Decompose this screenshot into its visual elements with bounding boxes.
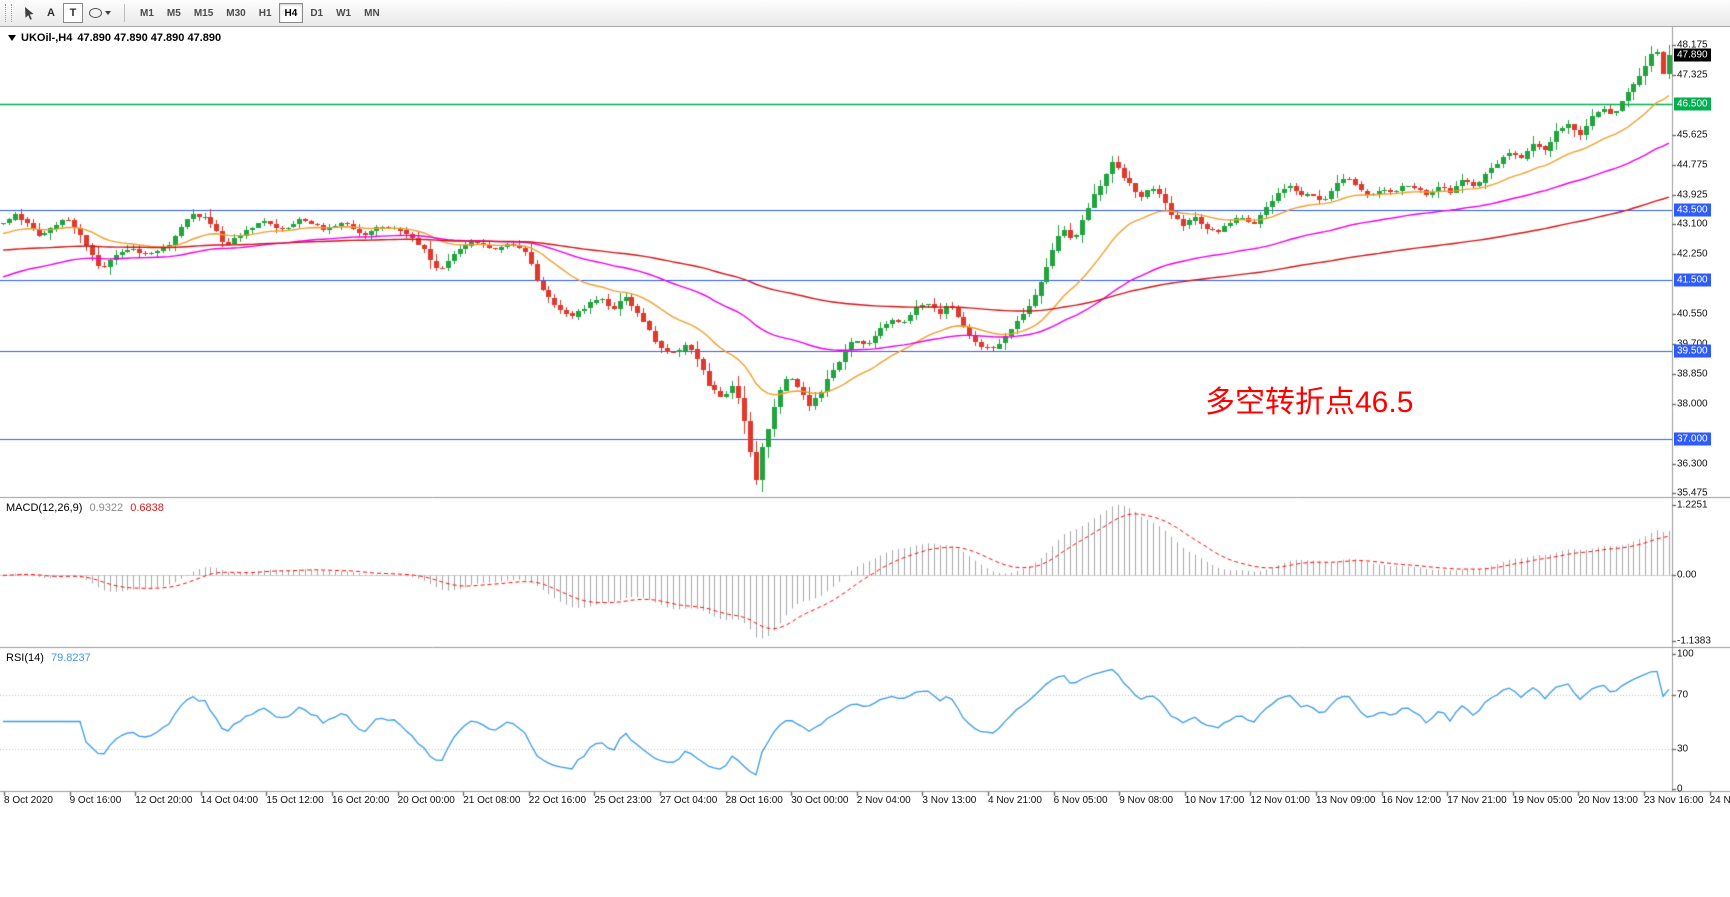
price-axis-tick: 45.625 <box>1677 129 1708 141</box>
text-tool-letter: T <box>69 7 77 19</box>
time-axis-label: 13 Nov 09:00 <box>1316 795 1376 806</box>
price-axis-tick: 35.475 <box>1677 487 1708 499</box>
timeframe-mn-button[interactable]: MN <box>364 7 380 19</box>
price-level-badge: 41.500 <box>1674 273 1711 287</box>
price-axis-tick: 38.000 <box>1677 398 1708 410</box>
price-level-badge: 43.500 <box>1674 203 1711 217</box>
time-axis-label: 8 Oct 2020 <box>4 795 53 806</box>
time-axis-label: 25 Oct 23:00 <box>594 795 652 806</box>
price-axis-tick: 38.850 <box>1677 368 1708 380</box>
price-level-badge: 37.000 <box>1674 432 1711 446</box>
chart-ohlc-values: 47.890 47.890 47.890 47.890 <box>77 32 222 44</box>
time-axis-label: 28 Oct 16:00 <box>725 795 783 806</box>
time-axis-label: 6 Nov 05:00 <box>1053 795 1108 806</box>
price-axis-tick: 43.100 <box>1677 218 1708 230</box>
time-axis-label: 2 Nov 04:00 <box>856 795 911 806</box>
time-axis-label: 24 Nov 22:15 <box>1709 795 1730 806</box>
rsi-axis-tick: 0 <box>1677 783 1683 795</box>
chart-title: UKOil-,H4 47.890 47.890 47.890 47.890 <box>8 32 221 44</box>
timeframe-m15-button[interactable]: M15 <box>193 7 214 19</box>
text-tool-button[interactable]: T <box>63 3 83 23</box>
price-axis-tick: 47.325 <box>1677 69 1708 81</box>
time-axis-label: 15 Oct 12:00 <box>266 795 324 806</box>
time-axis-label: 23 Nov 16:00 <box>1644 795 1704 806</box>
timeframe-d1-button[interactable]: D1 <box>310 7 324 19</box>
toolbar-separator <box>124 4 125 22</box>
time-axis-label: 19 Nov 05:00 <box>1512 795 1573 806</box>
shapes-tool-button[interactable] <box>85 3 115 23</box>
timeframe-h1-button[interactable]: H1 <box>258 7 272 19</box>
time-axis-label: 3 Nov 13:00 <box>922 795 977 806</box>
timeframe-m30-button[interactable]: M30 <box>226 7 246 19</box>
price-axis-tick: 40.550 <box>1677 308 1708 320</box>
price-level-badge: 46.500 <box>1674 97 1711 111</box>
macd-label: MACD(12,26,9) <box>6 502 83 514</box>
dropdown-caret-icon <box>105 11 111 15</box>
label-tool-button[interactable]: A <box>41 3 61 23</box>
time-axis-label: 14 Oct 04:00 <box>200 795 259 806</box>
timeframe-m1-button[interactable]: M1 <box>140 7 154 19</box>
label-tool-letter: A <box>47 7 55 19</box>
rsi-label: RSI(14) <box>6 652 44 664</box>
time-axis-label: 16 Oct 20:00 <box>332 795 390 806</box>
time-axis-label: 4 Nov 21:00 <box>988 795 1042 806</box>
chart-symbol-period: UKOil-,H4 <box>21 32 73 44</box>
macd-axis-tick: 0.00 <box>1677 569 1697 581</box>
time-axis-label: 20 Nov 13:00 <box>1578 795 1638 806</box>
chart-canvas[interactable] <box>0 27 1730 896</box>
time-axis-label: 17 Nov 21:00 <box>1447 795 1507 806</box>
rsi-axis-tick: 100 <box>1677 648 1694 660</box>
time-axis-label: 22 Oct 16:00 <box>528 795 587 806</box>
rsi-axis-tick: 70 <box>1677 689 1689 700</box>
cursor-tool-button[interactable] <box>19 3 39 23</box>
toolbar-grip-handle[interactable] <box>5 4 12 22</box>
chart-annotation-text[interactable]: 多空转折点46.5 <box>1205 386 1414 419</box>
rsi-axis-tick: 30 <box>1677 743 1689 754</box>
rsi-value: 79.8237 <box>50 652 91 664</box>
price-level-badge: 39.500 <box>1674 344 1711 358</box>
ellipse-icon <box>89 8 102 18</box>
timeframe-group: M1 M5 M15 M30 H1 H4 D1 W1 MN <box>134 3 386 23</box>
current-price-badge: 47.890 <box>1674 48 1711 62</box>
timeframe-w1-button[interactable]: W1 <box>336 7 352 19</box>
timeframe-h4-button[interactable]: H4 <box>278 3 304 23</box>
time-axis-label: 16 Nov 12:00 <box>1381 795 1442 806</box>
cursor-icon <box>24 6 33 20</box>
time-axis-label: 21 Oct 08:00 <box>463 795 521 806</box>
price-axis-tick: 43.925 <box>1677 189 1708 201</box>
time-axis-label: 30 Oct 00:00 <box>791 795 849 806</box>
price-axis-tick: 39.700 <box>1677 338 1708 349</box>
rsi-title: RSI(14) 79.8237 <box>6 652 95 664</box>
macd-signal-value: 0.6838 <box>130 502 164 514</box>
time-axis-label: 20 Oct 00:00 <box>397 795 455 806</box>
toolbar: A T M1 M5 M15 M30 H1 H4 D1 W1 MN <box>0 0 1730 27</box>
collapse-chart-icon[interactable] <box>8 35 16 41</box>
macd-main-value: 0.9322 <box>89 502 124 514</box>
price-axis-tick: 44.775 <box>1677 159 1708 171</box>
price-axis-tick: 48.175 <box>1677 39 1708 51</box>
macd-axis-tick: 1.2251 <box>1677 499 1708 511</box>
macd-title: MACD(12,26,9) 0.9322 0.6838 <box>6 502 168 514</box>
time-axis-label: 9 Oct 16:00 <box>69 795 122 806</box>
price-axis-tick: 42.250 <box>1677 248 1708 260</box>
price-axis-tick: 36.300 <box>1677 458 1708 470</box>
time-axis-label: 12 Nov 01:00 <box>1250 795 1310 806</box>
timeframe-m5-button[interactable]: M5 <box>166 7 181 19</box>
time-axis-label: 10 Nov 17:00 <box>1184 795 1245 806</box>
time-axis-label: 12 Oct 20:00 <box>135 795 193 806</box>
time-axis-label: 27 Oct 04:00 <box>660 795 718 806</box>
time-axis-label: 9 Nov 08:00 <box>1119 795 1174 806</box>
macd-axis-tick: -1.1383 <box>1677 635 1711 647</box>
chart-window: UKOil-,H4 47.890 47.890 47.890 47.890 MA… <box>0 27 1730 896</box>
